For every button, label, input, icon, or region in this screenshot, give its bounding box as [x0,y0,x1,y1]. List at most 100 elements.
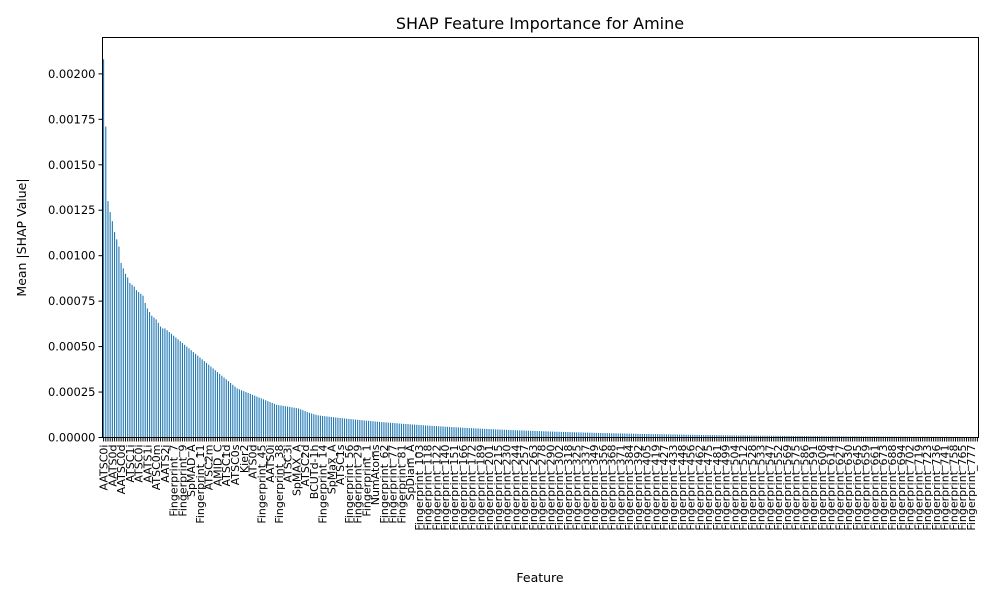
bar [670,434,672,438]
bar [646,434,648,438]
bar [525,430,527,438]
bar [749,435,751,438]
bar [779,435,781,438]
bar [788,435,790,438]
bar [584,432,586,438]
bar [694,434,696,438]
bar [179,341,181,438]
bar [247,392,249,438]
x-tick-label: Fingerprint_405 [641,445,654,531]
bar [593,432,595,438]
bar [131,284,133,438]
bar [138,292,140,438]
bar [282,405,284,438]
bar [302,410,304,438]
bar [315,414,317,438]
bar [475,428,477,438]
bar [771,435,773,438]
x-tick-label: Fingerprint_499 [720,445,733,531]
bar [205,362,208,438]
bar [267,401,269,438]
bar [155,319,157,438]
x-tick-label: ATSC1d [220,445,233,487]
bar [308,412,310,438]
bar [685,434,687,438]
x-tick-label: ATSC2m [203,445,216,491]
bar [578,432,580,438]
x-tick-label: Fingerprint_263 [527,445,540,531]
bar [832,436,834,438]
bar [142,295,144,438]
bar [519,430,521,438]
bar [427,425,429,438]
bar [168,332,170,438]
x-tick-label: Fingerprint_356 [597,445,610,531]
bar [862,436,865,438]
bars-group [103,59,978,438]
bar [510,430,512,438]
bar [330,416,332,438]
bar [587,432,589,438]
bar [490,429,492,438]
bar [153,317,155,438]
bar [311,413,313,438]
bar [825,436,827,438]
bar [547,431,549,438]
x-tick-label: AMID_C [211,444,224,486]
x-tick-label: Fingerprint_694 [895,445,908,531]
x-tick-label: Fingerprint_45 [255,445,268,524]
x-tick-label: Fingerprint_591 [807,445,820,531]
bar [284,406,286,438]
bar [429,425,431,438]
x-tick-label: Fingerprint_528 [746,445,759,531]
x-tick-label: Fingerprint_9 [176,444,189,516]
bar [418,424,420,438]
bar [797,436,799,438]
bar [449,426,451,438]
x-tick-label: Fingerprint_122 [430,445,443,531]
bar [170,333,173,438]
x-tick-label: Fingerprint_77 [387,445,400,524]
bar [858,436,860,438]
bar [186,346,188,438]
bar [453,427,455,438]
bar [716,435,718,438]
bar [755,435,757,438]
bar [753,435,755,438]
bar [720,435,722,438]
bar [595,432,597,438]
x-tick-label: Fingerprint_290 [544,445,557,531]
bar [729,435,731,438]
bar [293,407,295,438]
bar [668,434,670,438]
bar [481,428,484,438]
x-tick-label: Fingerprint_758 [947,445,960,531]
bar [845,436,847,438]
x-tick-label: Fingerprint_230 [501,445,514,531]
bar [637,433,639,438]
bar [216,372,219,438]
y-tick-label: 0.00150 [48,158,96,172]
bar [370,421,372,438]
bar [589,432,591,438]
bar [657,434,659,438]
bar [346,418,348,438]
bar [120,262,122,438]
bar [856,436,858,438]
bar [438,426,440,438]
bar [271,402,273,438]
bar [295,408,297,438]
x-tick-label: Fingerprint_368 [606,445,619,531]
bar [273,403,275,438]
bar [251,394,254,438]
bar [841,436,843,438]
bar [326,416,328,438]
bar [661,434,663,438]
bar [819,436,821,438]
bar [258,397,260,438]
x-tick-label: Fingerprint_349 [588,445,601,531]
bar [641,433,643,438]
x-tick-label: Kier2 [238,445,251,474]
x-tick-label: ATS0d [247,445,260,479]
bar [808,436,810,438]
